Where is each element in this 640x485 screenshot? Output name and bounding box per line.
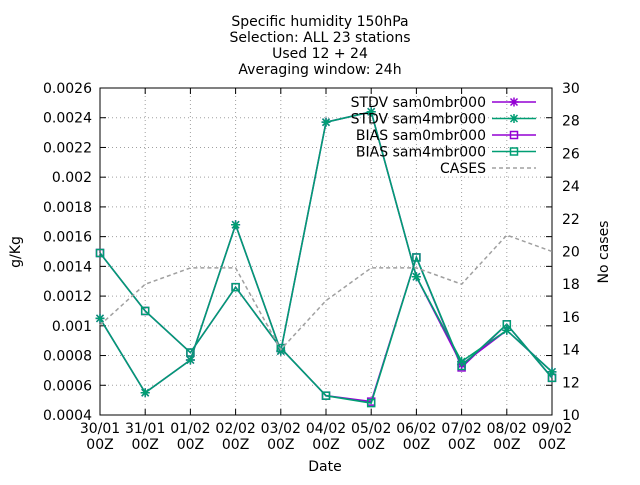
y-tick-label: 0.0018 (43, 200, 92, 216)
series-1-point-9 (502, 325, 512, 335)
legend-label-0: STDV sam0mbr000 (351, 95, 486, 111)
y2-tick-label: 16 (562, 310, 580, 326)
y-tick-label: 0.0016 (43, 230, 92, 246)
x-tick-label: 31/01 (125, 421, 165, 437)
y2-tick-label: 20 (562, 245, 580, 261)
series-3-point-8 (457, 361, 466, 371)
y-tick-label: 0.0022 (43, 140, 92, 156)
y2-tick-label: 10 (562, 408, 580, 424)
x-tick-label: 06/02 (396, 421, 436, 437)
y2-tick-label: 12 (562, 375, 580, 391)
x-tick-label: 04/02 (306, 421, 346, 437)
legend-label-1: STDV sam4mbr000 (351, 112, 486, 128)
series-1-point-5 (321, 117, 331, 127)
series-line-4 (99, 234, 553, 351)
x-tick-label-hour: 00Z (403, 437, 430, 453)
y-tick-label: 0.0026 (43, 81, 92, 97)
x-tick-label-hour: 00Z (222, 437, 249, 453)
x-tick-label-hour: 00Z (493, 437, 520, 453)
series-line-3 (99, 252, 553, 405)
x-tick-label: 01/02 (170, 421, 210, 437)
x-tick-label: 30/01 (80, 421, 120, 437)
x-axis-label: Date (308, 459, 341, 475)
series-3-point-2 (186, 348, 195, 357)
series-1-point-8 (457, 356, 467, 366)
series-3-point-9 (502, 320, 512, 329)
x-tick-label-hour: 00Z (312, 437, 339, 453)
x-tick-label: 08/02 (487, 421, 527, 437)
y-tick-label: 0.0006 (43, 378, 92, 394)
y2-tick-label: 18 (562, 277, 580, 293)
legend-marker-3 (509, 147, 519, 156)
series-3-point-1 (140, 306, 150, 316)
legend-marker-0 (509, 97, 519, 107)
x-tick-label: 09/02 (532, 421, 572, 437)
y-tick-label: 0.001 (52, 319, 92, 335)
chart-title-line-3: Averaging window: 24h (238, 62, 401, 78)
y-tick-label: 0.0024 (43, 111, 92, 127)
y2-tick-label: 30 (562, 81, 580, 97)
series-3-point-4 (276, 343, 286, 353)
y-tick-label: 0.0004 (43, 408, 92, 424)
x-tick-label-hour: 00Z (131, 437, 158, 453)
legend-marker-2 (509, 130, 519, 140)
plot-frame (99, 87, 553, 416)
series-1-point-10 (547, 367, 557, 377)
series-3-point-7 (412, 253, 421, 262)
series-3-point-5 (321, 391, 331, 400)
series-1-point-7 (411, 272, 421, 282)
series-1-point-6 (366, 107, 376, 117)
y-tick-label: 0.0014 (43, 259, 92, 275)
x-tick-label: 05/02 (351, 421, 391, 437)
series-1-point-3 (231, 220, 241, 230)
x-tick-label-hour: 00Z (357, 437, 384, 453)
x-tick-label-hour: 00Z (267, 437, 294, 453)
y2-tick-label: 26 (562, 146, 580, 162)
y2-tick-label: 24 (562, 179, 580, 195)
x-tick-label: 03/02 (261, 421, 301, 437)
y2-axis-label: No cases (596, 221, 612, 284)
x-tick-label-hour: 00Z (538, 437, 565, 453)
x-tick-label-hour: 00Z (448, 437, 475, 453)
y-tick-label: 0.0012 (43, 289, 92, 305)
legend-label-4: CASES (440, 161, 486, 177)
series-3-point-0 (95, 248, 105, 258)
chart-title-line-2: Used 12 + 24 (272, 46, 368, 62)
y-tick-label: 0.0008 (43, 349, 92, 365)
y2-tick-label: 28 (562, 114, 580, 130)
x-tick-label: 07/02 (441, 421, 481, 437)
y2-tick-label: 22 (562, 212, 580, 228)
x-tick-label-hour: 00Z (177, 437, 204, 453)
legend-label-3: BIAS sam4mbr000 (356, 145, 486, 161)
series-1-point-1 (140, 388, 150, 398)
series-3-point-6 (366, 398, 376, 408)
series-3-point-3 (231, 282, 240, 292)
y2-tick-label: 14 (562, 343, 580, 359)
y-axis-label: g/Kg (8, 236, 24, 268)
y-tick-label: 0.002 (52, 170, 92, 186)
chart-title-line-1: Selection: ALL 23 stations (229, 30, 410, 46)
series-1-point-2 (185, 355, 195, 365)
x-tick-label-hour: 00Z (86, 437, 113, 453)
legend-marker-1 (509, 114, 519, 123)
series-3-point-10 (547, 373, 557, 383)
chart-title-line-0: Specific humidity 150hPa (231, 14, 408, 30)
x-tick-label: 02/02 (215, 421, 255, 437)
series-1-point-0 (95, 313, 105, 323)
legend-label-2: BIAS sam0mbr000 (356, 128, 486, 144)
